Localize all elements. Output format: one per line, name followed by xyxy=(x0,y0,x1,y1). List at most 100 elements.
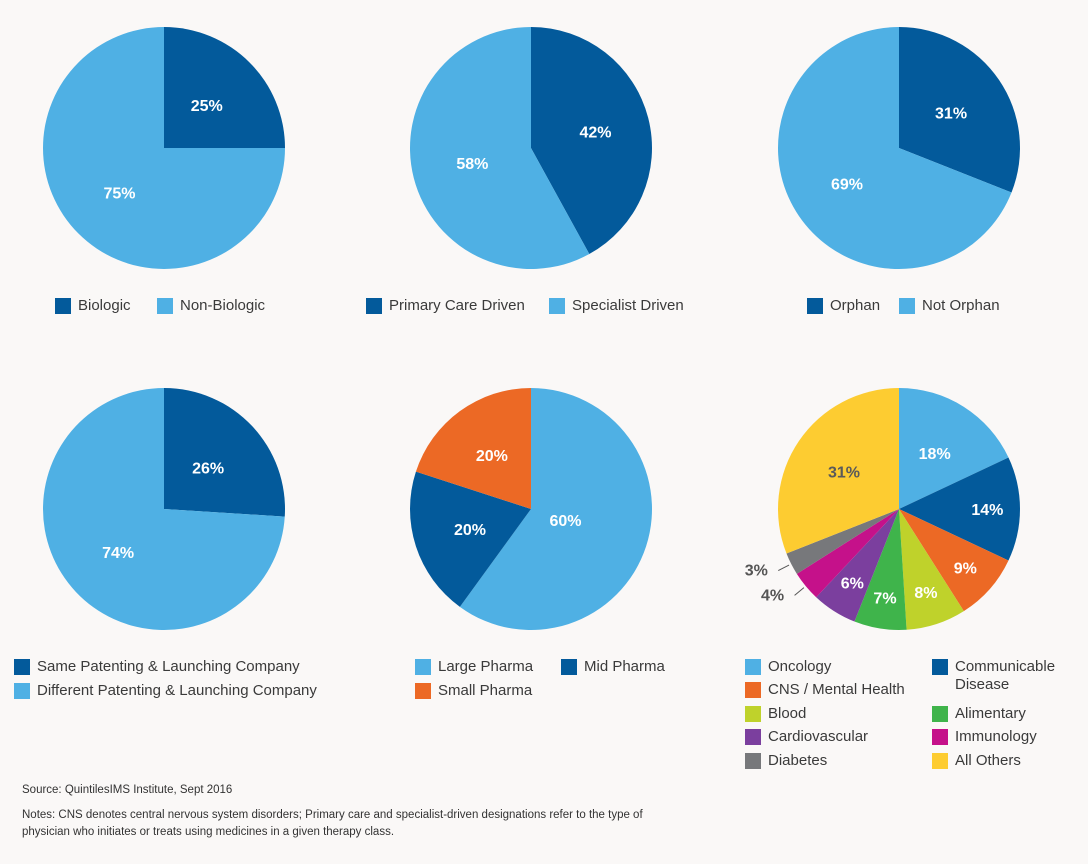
legend-item: Cardiovascular xyxy=(745,728,868,746)
legend-swatch xyxy=(415,659,431,675)
legend-label: Specialist Driven xyxy=(572,297,684,314)
slice-data-label: 58% xyxy=(456,156,488,173)
legend-label: Small Pharma xyxy=(438,682,533,699)
legend-label: Mid Pharma xyxy=(584,658,665,675)
leader-line xyxy=(778,564,790,571)
legend-label: Large Pharma xyxy=(438,658,534,675)
legend-label: Blood xyxy=(768,705,807,722)
slice-data-label: 6% xyxy=(841,576,864,593)
legend-item: Specialist Driven xyxy=(549,297,684,315)
pie-slice xyxy=(899,457,1020,561)
slice-data-label: 26% xyxy=(192,461,224,478)
legend-label: Immunology xyxy=(955,728,1037,745)
legend-swatch xyxy=(55,298,71,314)
legend-item: Mid Pharma xyxy=(561,658,665,676)
legend-swatch xyxy=(415,683,431,699)
legend-item: Biologic xyxy=(55,297,131,315)
slice-data-label: 3% xyxy=(745,563,768,580)
slice-data-label: 25% xyxy=(191,98,223,115)
pie-slice xyxy=(164,27,285,148)
legend-label: Oncology xyxy=(768,658,832,675)
legend-item: Large Pharma xyxy=(415,658,533,676)
legend-item: Diabetes xyxy=(745,752,827,770)
legend-item: Small Pharma xyxy=(415,682,532,700)
legend-swatch xyxy=(745,659,761,675)
pie-slice xyxy=(531,27,652,255)
legend-item: Blood xyxy=(745,705,806,723)
slice-data-label: 74% xyxy=(102,545,134,562)
pie-slice xyxy=(777,27,1012,269)
pie-slice xyxy=(899,509,964,630)
pie-slice xyxy=(409,471,531,607)
pie-slice xyxy=(899,388,1009,509)
legend-item: Not Orphan xyxy=(899,297,1000,315)
legend-swatch xyxy=(932,706,948,722)
slice-data-label: 31% xyxy=(828,465,860,482)
legend-swatch xyxy=(745,682,761,698)
source-note: Source: QuintilesIMS Institute, Sept 201… xyxy=(22,784,233,796)
notes-text: Notes: CNS denotes central nervous syste… xyxy=(22,809,643,838)
slice-data-label: 31% xyxy=(935,106,967,123)
legend-item: Primary Care Driven xyxy=(366,297,525,315)
legend-swatch xyxy=(157,298,173,314)
slice-data-label: 20% xyxy=(476,448,508,465)
legend-item: Orphan xyxy=(807,297,880,315)
pie-slice xyxy=(459,388,652,630)
legend-swatch xyxy=(807,298,823,314)
legend-label: Communicable Disease xyxy=(955,658,1056,693)
slice-data-label: 60% xyxy=(550,513,582,530)
slice-data-label: 14% xyxy=(971,502,1003,519)
legend-swatch xyxy=(899,298,915,314)
pie-slice xyxy=(796,509,899,598)
legend-swatch xyxy=(932,753,948,769)
slice-data-label: 42% xyxy=(579,124,611,141)
pie-slice xyxy=(854,509,907,631)
pie-slice xyxy=(778,387,899,554)
legend-label: Non-Biologic xyxy=(180,297,266,314)
pie-slice xyxy=(899,509,1009,612)
legend-item: Non-Biologic xyxy=(157,297,265,315)
pie-slice xyxy=(899,27,1020,193)
legend-item: Communicable Disease xyxy=(932,658,1065,694)
legend-label: Not Orphan xyxy=(922,297,1000,314)
legend-item: Alimentary xyxy=(932,705,1026,723)
legend-swatch xyxy=(14,659,30,675)
legend-item: Different Patenting & Launching Company xyxy=(14,682,317,700)
legend-label: Cardiovascular xyxy=(768,728,869,745)
legend-label: Biologic xyxy=(78,297,131,314)
pie-slice xyxy=(786,509,899,574)
slice-data-label: 4% xyxy=(761,587,784,604)
pie-slice xyxy=(409,27,590,270)
pie-slice xyxy=(43,27,285,269)
legend-swatch xyxy=(745,753,761,769)
legend-swatch xyxy=(366,298,382,314)
legend-label: Orphan xyxy=(830,297,881,314)
slice-data-label: 69% xyxy=(831,176,863,193)
legend-item: CNS / Mental Health xyxy=(745,681,905,699)
legend-swatch xyxy=(932,659,948,675)
legend-label: All Others xyxy=(955,752,1021,769)
slice-data-label: 75% xyxy=(103,185,135,202)
leader-line xyxy=(794,587,805,596)
legend-label: Different Patenting & Launching Company xyxy=(37,682,317,699)
pie-slice xyxy=(164,387,285,517)
slice-data-label: 8% xyxy=(914,585,937,602)
pie-slice xyxy=(42,388,285,630)
legend-swatch xyxy=(14,683,30,699)
legend-label: CNS / Mental Health xyxy=(768,681,905,698)
legend-swatch xyxy=(745,706,761,722)
legend-item: All Others xyxy=(932,752,1021,770)
legend-label: Alimentary xyxy=(955,705,1026,722)
slice-data-label: 18% xyxy=(919,446,951,463)
legend-label: Diabetes xyxy=(768,752,828,769)
pie-slice xyxy=(415,388,531,509)
slice-data-label: 9% xyxy=(954,560,977,577)
legend-swatch xyxy=(549,298,565,314)
legend-swatch xyxy=(745,729,761,745)
legend-item: Oncology xyxy=(745,658,831,676)
